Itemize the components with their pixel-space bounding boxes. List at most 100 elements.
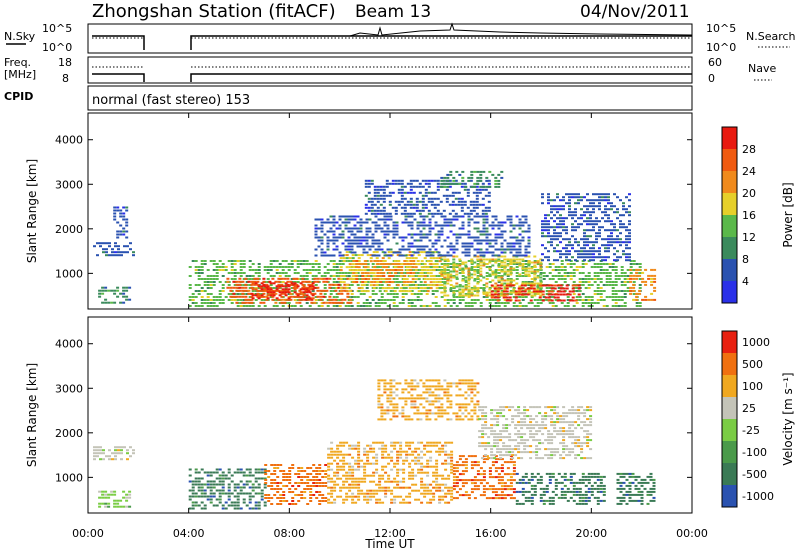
time-tick-label: 04:00 [173,527,205,540]
velocity-data-region [377,379,480,421]
nave-tick-top: 60 [708,56,722,69]
beam-label: Beam 13 [355,2,431,22]
power-colorbar-swatch [722,171,737,193]
power-data-region [251,282,315,300]
power-colorbar-tick: 4 [742,275,749,288]
freq-unit-label: [MHz] [4,68,36,81]
velocity-data-region [616,472,656,505]
power-data-region [98,286,132,304]
station-title: Zhongshan Station (fitACF) [92,1,336,22]
velocity-data-region [452,455,516,500]
power-data-region [440,170,504,188]
nsky-tick-top: 10^5 [42,22,72,35]
power-colorbar-tick: 24 [742,165,756,178]
velocity-colorbar-tick: -25 [742,424,760,437]
power-data-region [314,215,531,257]
freq-tick-top: 18 [58,56,72,69]
velocity-colorbar-tick: 25 [742,402,756,415]
cpid-label: CPID [4,90,33,103]
freq-tick-bottom: 8 [62,72,69,85]
time-tick-label: 16:00 [475,527,507,540]
power-data-region [364,179,491,215]
nave-tick-bottom: 0 [708,72,715,85]
nsky-trace [92,35,692,50]
power-colorbar-swatch [722,193,737,215]
power-colorbar-swatch [722,259,737,281]
velocity-colorbar-swatch [722,331,737,353]
power-colorbar-tick: 20 [742,187,756,200]
nave-label: Nave [748,62,776,75]
nsearch-tick-bottom: 10^0 [706,41,736,54]
power-data-region [352,260,416,283]
date-label: 04/Nov/2011 [580,2,690,22]
velocity-colorbar: 1000 500 100 25 -25 -100 -500 -1000 Velocity [m … [721,330,795,508]
freq-panel-frame [87,56,693,84]
x-axis-title: Time UT [364,537,415,551]
velocity-data-region [515,472,606,505]
power-colorbar-frame [721,126,738,304]
velocity-colorbar-swatch [722,375,737,397]
velocity-data-region [98,490,132,508]
time-tick-label: 08:00 [273,527,305,540]
time-tick-label: 20:00 [575,527,607,540]
power-colorbar: 4 8 12 16 20 24 28 Power [dB] [721,126,795,304]
velocity-y-tick-label: 2000 [55,427,83,440]
power-colorbar-swatch [722,149,737,171]
power-panel: 1000 2000 3000 4000 [55,113,693,309]
velocity-y-tick-label: 3000 [55,382,83,395]
time-tick-label: 12:00 [374,527,406,540]
time-tick-label: 00:00 [72,527,104,540]
velocity-colorbar-tick: -500 [742,468,767,481]
velocity-data-region [188,468,267,510]
velocity-data-region [93,446,135,461]
power-y-tick-label: 1000 [55,267,83,280]
velocity-colorbar-tick: -1000 [742,490,774,503]
power-colorbar-swatch [722,237,737,259]
nsky-tick-bottom: 10^0 [42,41,72,54]
power-colorbar-swatch [722,215,737,237]
power-data-region [93,242,135,257]
velocity-colorbar-swatch [722,353,737,375]
nsearch-label: N.Search [746,30,796,43]
power-y-tick-label: 3000 [55,178,83,191]
power-data-region [541,193,631,262]
power-y-axis-title: Slant Range [km] [25,159,39,263]
nsky-label: N.Sky [4,30,36,43]
power-data-region [490,284,581,302]
cpid-panel-frame [87,85,693,111]
nsky-noise-trace [349,22,693,37]
time-tick-label: 00:00 [676,527,708,540]
power-colorbar-tick: 12 [742,231,756,244]
velocity-colorbar-tick: -100 [742,446,767,459]
velocity-y-tick-label: 4000 [55,338,83,351]
velocity-colorbar-swatch [722,463,737,485]
power-colorbar-label: Power [dB] [781,182,795,247]
velocity-y-tick-label: 1000 [55,471,83,484]
velocity-colorbar-label: Velocity [m s⁻¹] [781,372,795,465]
velocity-data-region [264,464,328,505]
velocity-data-region [327,441,454,504]
power-data-region [113,206,129,239]
velocity-y-axis-title: Slant Range [km] [25,363,39,467]
power-data-region [629,268,657,301]
freq-label: Freq. [4,56,31,69]
power-colorbar-swatch [722,281,737,303]
velocity-colorbar-swatch [722,397,737,419]
velocity-colorbar-frame [721,330,738,508]
power-y-tick-label: 2000 [55,223,83,236]
velocity-panel-frame [87,316,693,514]
cpid-text: normal (fast stereo) 153 [92,93,250,108]
velocity-panel: 1000 2000 3000 4000 00:00 04:00 08:00 12:00 16:0… [55,317,708,540]
freq-trace [92,73,692,82]
power-colorbar-tick: 28 [742,143,756,156]
power-data-region [226,277,353,304]
velocity-colorbar-tick: 500 [742,358,763,371]
power-colorbar-tick: 8 [742,253,749,266]
power-colorbar-swatch [722,127,737,149]
velocity-colorbar-swatch [722,441,737,463]
power-panel-frame [87,112,693,310]
velocity-colorbar-swatch [722,485,737,507]
velocity-colorbar-swatch [722,419,737,441]
